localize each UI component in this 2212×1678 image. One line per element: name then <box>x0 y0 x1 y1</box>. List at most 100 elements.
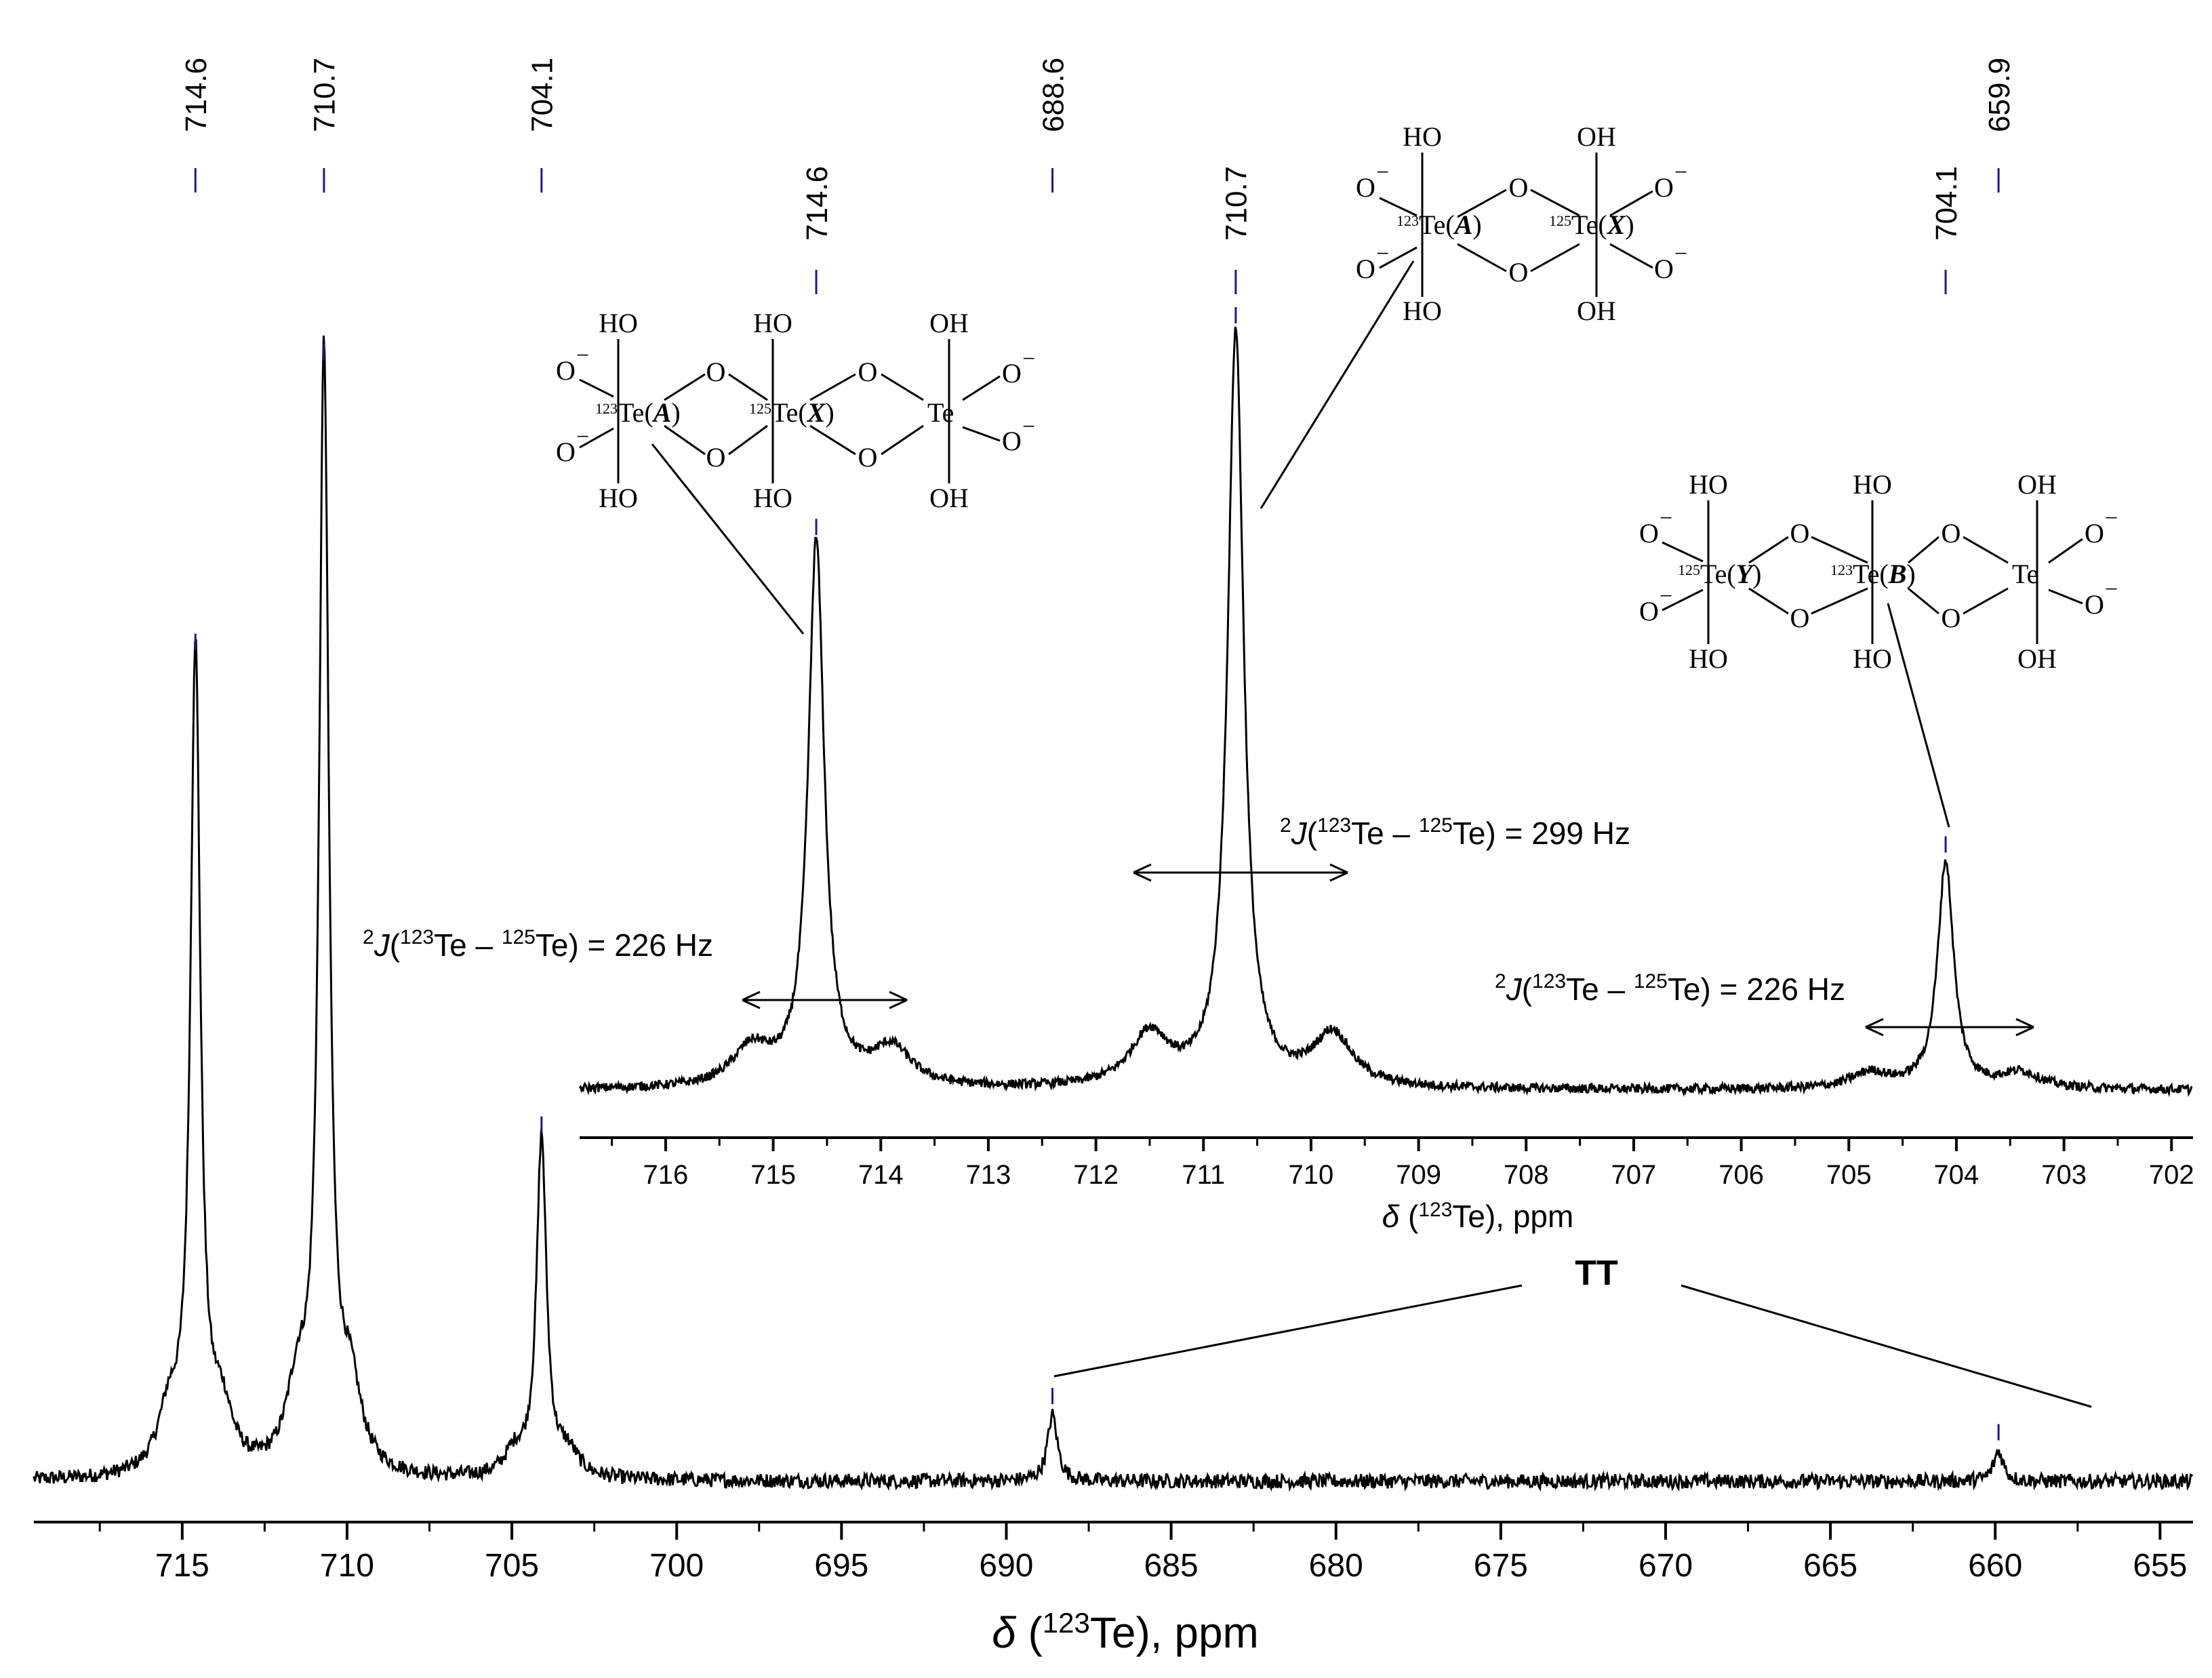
structure-trimer-ax: HO HO HO HO OH OH O − O − O O O O O − O − 12… <box>556 308 1035 635</box>
inset-tick-label: 702 <box>2149 1160 2194 1190</box>
main-tick-label: 655 <box>2133 1548 2187 1584</box>
inset-tick-label: 703 <box>2041 1160 2087 1190</box>
svg-text:HO: HO <box>599 308 638 338</box>
tt-line-right <box>1681 1284 2092 1408</box>
svg-text:−: − <box>1674 160 1687 185</box>
main-peak-labels: 714.6 710.7 704.1 688.6 659.9 <box>180 58 2016 1441</box>
main-peak-label: 688.6 <box>1037 58 1070 132</box>
inset-tick-label: 715 <box>750 1160 796 1190</box>
svg-text:−: − <box>1376 241 1389 266</box>
svg-text:OH: OH <box>929 308 969 338</box>
svg-text:O: O <box>858 357 878 387</box>
inset-x-axis-label: δ (123Te), ppm <box>1382 1199 1574 1234</box>
svg-text:HO: HO <box>1403 296 1442 326</box>
svg-text:123Te(B): 123Te(B) <box>1830 559 1916 589</box>
inset-tick-label: 710 <box>1289 1160 1334 1190</box>
svg-text:O: O <box>556 437 576 467</box>
svg-text:−: − <box>1674 241 1687 266</box>
structure-trimer-yb: HO HO HO HO OH OH O − O − O O O O O − O − 12… <box>1639 469 2118 828</box>
main-tick-label: 675 <box>1474 1548 1528 1584</box>
main-tick-label: 680 <box>1309 1548 1363 1584</box>
svg-text:OH: OH <box>1577 296 1616 326</box>
svg-text:O: O <box>2085 589 2104 620</box>
main-spectrum-line <box>33 335 2194 1492</box>
tt-line-left <box>1053 1284 1523 1378</box>
inset-tick-label: 706 <box>1718 1160 1764 1190</box>
svg-text:O: O <box>706 357 726 387</box>
inset-tick-label: 704 <box>1934 1160 1979 1190</box>
inset-peak-label: 710.7 <box>1220 166 1253 241</box>
main-peak-label: 714.6 <box>180 58 213 132</box>
svg-text:O: O <box>1509 257 1529 287</box>
svg-text:O: O <box>1356 172 1375 203</box>
main-tick-label: 695 <box>814 1548 868 1584</box>
coupling-annotation-3: 2J(123Te – 125Te) = 226 Hz <box>1495 970 2034 1037</box>
inset-tick-label: 714 <box>858 1160 904 1190</box>
svg-text:O: O <box>1654 254 1674 284</box>
inset-x-axis: 716 715 714 713 712 711 710 709 708 707 706 705 704 7… <box>580 1136 2194 1190</box>
svg-text:O: O <box>1639 518 1659 548</box>
inset-peak-labels: 714.6 710.7 704.1 <box>801 166 1963 853</box>
inset-tick-label: 708 <box>1504 1160 1549 1190</box>
svg-text:−: − <box>2105 506 2118 531</box>
svg-text:2J(123Te – 125Te) = 226 Hz: 2J(123Te – 125Te) = 226 Hz <box>1495 970 1845 1007</box>
svg-text:123Te(A): 123Te(A) <box>1396 209 1482 240</box>
svg-text:O: O <box>1002 358 1022 388</box>
svg-text:125Te(Y): 125Te(Y) <box>1678 559 1761 589</box>
svg-text:OH: OH <box>1577 121 1616 152</box>
coupling-annotation-2: 2J(123Te – 125Te) = 299 Hz <box>1133 814 1630 882</box>
svg-text:O: O <box>1942 518 1961 548</box>
svg-text:125Te(X): 125Te(X) <box>749 397 834 428</box>
svg-text:HO: HO <box>753 483 792 513</box>
svg-text:OH: OH <box>2017 469 2057 500</box>
main-peak-label: 659.9 <box>1983 58 2016 132</box>
svg-text:OH: OH <box>2017 643 2057 674</box>
main-tick-label: 685 <box>1144 1548 1199 1584</box>
svg-text:OH: OH <box>929 483 969 513</box>
main-peak-label: 710.7 <box>308 58 342 132</box>
inset-tick-label: 709 <box>1396 1160 1441 1190</box>
main-tick-label: 660 <box>1968 1548 2022 1584</box>
inset-tick-label: 713 <box>966 1160 1011 1190</box>
tt-label: TT <box>1575 1254 1618 1293</box>
svg-text:O: O <box>2085 518 2104 548</box>
main-tick-label: 665 <box>1803 1548 1857 1584</box>
svg-text:O: O <box>1356 254 1375 284</box>
main-tick-label: 700 <box>649 1548 704 1584</box>
svg-text:−: − <box>1022 346 1035 372</box>
main-tick-label: 715 <box>155 1548 209 1584</box>
svg-text:−: − <box>1376 160 1389 185</box>
svg-text:−: − <box>576 343 589 368</box>
svg-text:O: O <box>1790 603 1810 633</box>
svg-text:HO: HO <box>1689 469 1728 500</box>
inset-spectrum-line <box>578 326 2193 1098</box>
coupling-annotation-1: 2J(123Te – 125Te) = 226 Hz <box>363 926 908 1010</box>
inset-peak-label: 704.1 <box>1930 166 1963 241</box>
main-tick-label: 710 <box>320 1548 374 1584</box>
main-tick-label: 705 <box>485 1548 539 1584</box>
inset-tick-label: 707 <box>1611 1160 1657 1190</box>
svg-text:O: O <box>1790 518 1810 548</box>
svg-text:−: − <box>1660 506 1672 531</box>
structure-dimer-ax: HO HO OH OH O − O − O O O − O − 123Te(A) 125… <box>1260 121 1687 509</box>
svg-text:O: O <box>556 355 576 386</box>
inset-tick-label: 712 <box>1073 1160 1119 1190</box>
inset-peak-label: 714.6 <box>801 166 834 241</box>
svg-text:HO: HO <box>1853 469 1892 500</box>
svg-text:O: O <box>1002 426 1022 456</box>
svg-text:−: − <box>1660 584 1672 609</box>
svg-text:2J(123Te – 125Te) = 226 Hz: 2J(123Te – 125Te) = 226 Hz <box>363 926 713 963</box>
svg-text:O: O <box>1654 172 1674 203</box>
svg-text:125Te(X): 125Te(X) <box>1549 209 1634 240</box>
svg-text:O: O <box>1942 603 1961 633</box>
svg-text:HO: HO <box>1853 643 1892 674</box>
svg-text:HO: HO <box>753 308 792 338</box>
svg-text:O: O <box>706 442 726 473</box>
svg-text:O: O <box>1509 172 1529 203</box>
inset-tick-label: 711 <box>1182 1160 1225 1190</box>
svg-text:−: − <box>2105 577 2118 602</box>
svg-text:123Te(A): 123Te(A) <box>595 397 681 428</box>
inset-tick-label: 716 <box>643 1160 689 1190</box>
main-x-axis: 715 710 705 700 695 690 685 680 675 670 665 660 655 <box>34 1521 2193 1584</box>
